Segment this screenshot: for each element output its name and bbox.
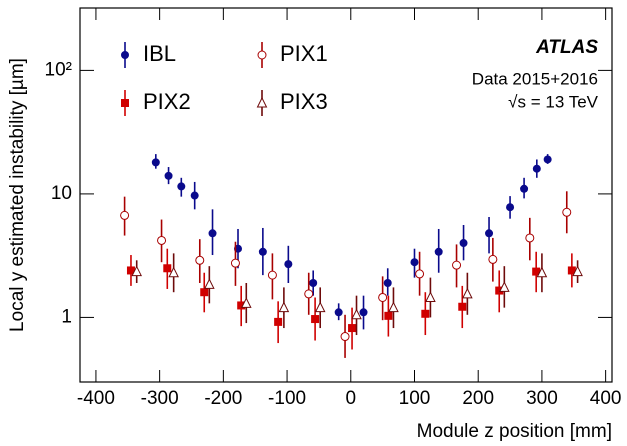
data-point xyxy=(284,260,293,269)
y-tick-label: 1 xyxy=(61,306,72,327)
data-point xyxy=(384,311,393,320)
data-point xyxy=(311,315,320,324)
data-point xyxy=(351,308,362,320)
data-point xyxy=(208,229,217,238)
data-point xyxy=(126,266,135,275)
data-point xyxy=(278,301,290,313)
data-point xyxy=(340,332,350,342)
data-point xyxy=(309,278,318,287)
data-point xyxy=(190,191,199,200)
data-point xyxy=(240,297,252,308)
data-point xyxy=(383,278,392,287)
x-tick-label: 0 xyxy=(345,388,356,409)
data-point xyxy=(274,317,283,326)
legend-swatch xyxy=(121,51,129,59)
legend-label: PIX2 xyxy=(143,89,191,114)
annotation: √s = 13 TeV xyxy=(508,92,598,111)
legend-swatch xyxy=(256,96,268,108)
x-tick-label: -100 xyxy=(268,388,306,409)
data-point xyxy=(131,265,143,277)
data-point xyxy=(348,324,357,333)
y-tick-label: 10 xyxy=(51,183,72,204)
data-point xyxy=(462,287,473,299)
data-point xyxy=(359,308,368,317)
data-point xyxy=(421,309,430,318)
data-point xyxy=(164,171,173,180)
y-axis-label: Local y estimated instability [µm] xyxy=(7,58,28,332)
data-point xyxy=(532,164,541,173)
data-point xyxy=(410,258,419,267)
data-point xyxy=(562,207,572,217)
data-point xyxy=(485,229,494,238)
x-tick-label: 100 xyxy=(399,388,431,409)
y-tick-label: 10² xyxy=(45,59,72,80)
data-point xyxy=(195,255,205,265)
data-point xyxy=(536,266,548,278)
data-point xyxy=(200,288,209,297)
data-point xyxy=(177,182,186,191)
data-point xyxy=(415,269,425,279)
data-point xyxy=(378,292,388,302)
data-point xyxy=(520,184,529,193)
legend-swatch xyxy=(121,99,129,107)
data-point xyxy=(525,233,535,243)
legend-label: PIX3 xyxy=(280,89,328,114)
data-point xyxy=(304,289,314,299)
annotation: ATLAS xyxy=(535,37,598,58)
data-point xyxy=(434,247,443,256)
data-point xyxy=(314,301,326,313)
data-point xyxy=(151,158,160,167)
x-tick-label: -200 xyxy=(204,388,242,409)
x-tick-label: -300 xyxy=(141,388,179,409)
legend-label: IBL xyxy=(143,41,176,66)
data-point xyxy=(499,281,510,292)
data-point xyxy=(425,291,436,302)
data-point xyxy=(495,286,504,295)
data-point xyxy=(267,270,277,280)
x-tick-label: 200 xyxy=(462,388,494,409)
legend-label: PIX1 xyxy=(280,41,328,66)
data-point xyxy=(157,235,167,245)
data-point xyxy=(237,301,246,310)
x-tick-label: 400 xyxy=(590,388,622,409)
data-point xyxy=(258,247,267,256)
data-point xyxy=(572,265,583,277)
data-point xyxy=(168,266,179,278)
data-point xyxy=(543,155,552,164)
data-point xyxy=(230,258,240,268)
data-point xyxy=(506,203,515,212)
data-point xyxy=(334,308,343,317)
data-point xyxy=(388,301,399,313)
data-point xyxy=(163,264,172,273)
x-axis-label: Module z position [mm] xyxy=(417,421,612,442)
data-point xyxy=(458,302,467,311)
annotation: Data 2015+2016 xyxy=(472,69,598,88)
data-point xyxy=(532,267,541,276)
data-point xyxy=(488,254,498,264)
data-point xyxy=(452,260,462,270)
x-tick-label: -400 xyxy=(77,388,115,409)
legend-swatch xyxy=(257,50,267,60)
data-point xyxy=(567,266,576,275)
plot-frame xyxy=(79,7,613,383)
data-point xyxy=(459,239,468,248)
x-tick-label: 300 xyxy=(526,388,558,409)
data-point xyxy=(204,278,215,289)
data-point xyxy=(120,210,130,220)
